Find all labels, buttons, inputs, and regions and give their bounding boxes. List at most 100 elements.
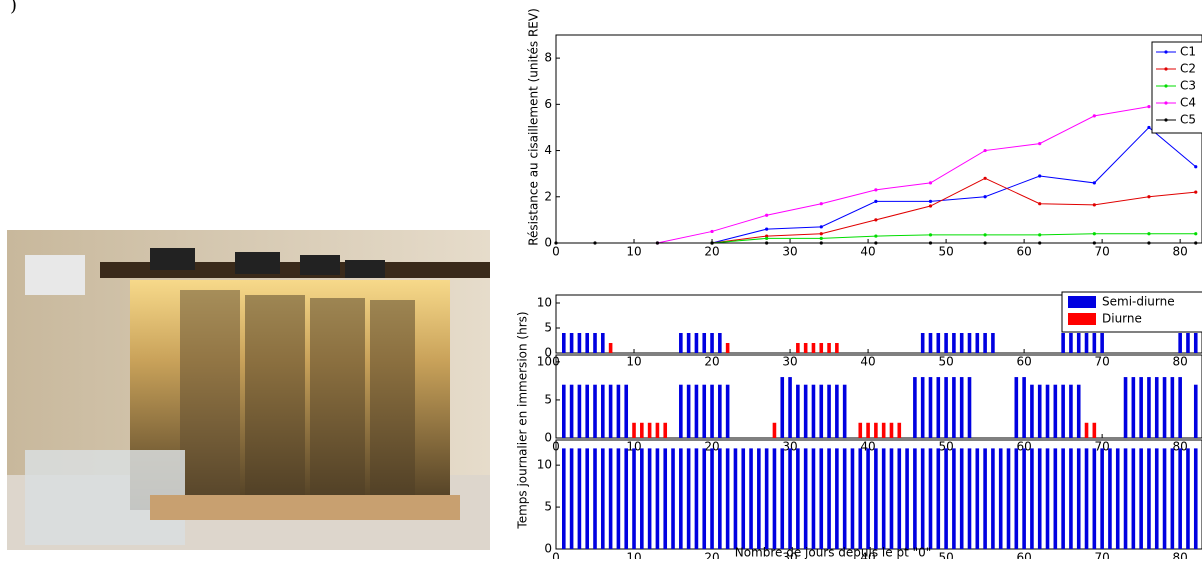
bar [695, 448, 699, 549]
point [820, 232, 823, 235]
bar [1007, 448, 1011, 549]
bar [726, 343, 730, 353]
series-line [657, 107, 1149, 243]
bar [687, 385, 691, 438]
bar [1061, 448, 1065, 549]
point [874, 218, 877, 221]
point [1093, 203, 1096, 206]
bar [788, 377, 792, 438]
bar [976, 448, 980, 549]
bar [710, 385, 714, 438]
bar [882, 448, 886, 549]
bar [1093, 448, 1097, 549]
bar [624, 385, 628, 438]
bar [1100, 448, 1104, 549]
x-tick-label: 60 [1016, 551, 1031, 560]
bar [952, 333, 956, 353]
bar [1030, 448, 1034, 549]
bar [819, 448, 823, 549]
legend-label: C4 [1180, 96, 1196, 110]
bar [929, 333, 933, 353]
y-tick-label: 2 [544, 189, 552, 203]
x-tick-label: 40 [860, 245, 875, 259]
x-tick-label: 0 [552, 245, 560, 259]
bar [1147, 377, 1151, 438]
bar [624, 448, 628, 549]
bar [874, 448, 878, 549]
point [1038, 241, 1041, 244]
bar [804, 343, 808, 353]
y-tick-label: 5 [544, 500, 552, 514]
bar [983, 448, 987, 549]
y-tick-label: 10 [537, 296, 552, 310]
x-tick-label: 20 [704, 551, 719, 560]
bar [601, 448, 605, 549]
bar [663, 423, 667, 438]
point [593, 241, 596, 244]
bar [585, 333, 589, 353]
bar [1155, 448, 1159, 549]
bar [788, 448, 792, 549]
bar [570, 448, 574, 549]
point [1194, 165, 1197, 168]
legend-label: Diurne [1102, 312, 1142, 326]
x-tick-label: 30 [782, 355, 797, 369]
bar [578, 385, 582, 438]
bar [796, 343, 800, 353]
bar [741, 448, 745, 549]
bar [812, 385, 816, 438]
point [984, 177, 987, 180]
bar [968, 448, 972, 549]
y-tick-label: 4 [544, 143, 552, 157]
bar [648, 423, 652, 438]
bar [1077, 385, 1081, 438]
point [1194, 232, 1197, 235]
bar [609, 385, 613, 438]
bar [1139, 448, 1143, 549]
point [1147, 126, 1150, 129]
bar [897, 423, 901, 438]
point [820, 241, 823, 244]
bar [874, 423, 878, 438]
bar [1186, 448, 1190, 549]
point [929, 200, 932, 203]
bar [819, 343, 823, 353]
bar [804, 385, 808, 438]
bar [936, 448, 940, 549]
bar [726, 385, 730, 438]
y-tick-label: 0 [544, 236, 552, 250]
bar [1124, 448, 1128, 549]
bar [609, 448, 613, 549]
bar [585, 448, 589, 549]
x-tick-label: 70 [1094, 245, 1109, 259]
bar [601, 385, 605, 438]
legend-marker [1164, 118, 1167, 121]
legend-marker [1164, 101, 1167, 104]
point [1038, 233, 1041, 236]
bar [921, 333, 925, 353]
bar [1194, 385, 1198, 438]
bar [640, 448, 644, 549]
bar [718, 448, 722, 549]
bar [695, 385, 699, 438]
bar [1015, 377, 1019, 438]
bar [648, 448, 652, 549]
point [820, 237, 823, 240]
bar [679, 385, 683, 438]
photo [7, 230, 490, 550]
bar [991, 448, 995, 549]
point [765, 241, 768, 244]
bar [858, 448, 862, 549]
bar [1163, 377, 1167, 438]
point [656, 241, 659, 244]
bar [687, 448, 691, 549]
bar [702, 448, 706, 549]
x-tick-label: 30 [782, 245, 797, 259]
point [1038, 202, 1041, 205]
bar [936, 377, 940, 438]
point [820, 202, 823, 205]
bar [773, 423, 777, 438]
x-tick-label: 70 [1094, 355, 1109, 369]
bar [812, 448, 816, 549]
